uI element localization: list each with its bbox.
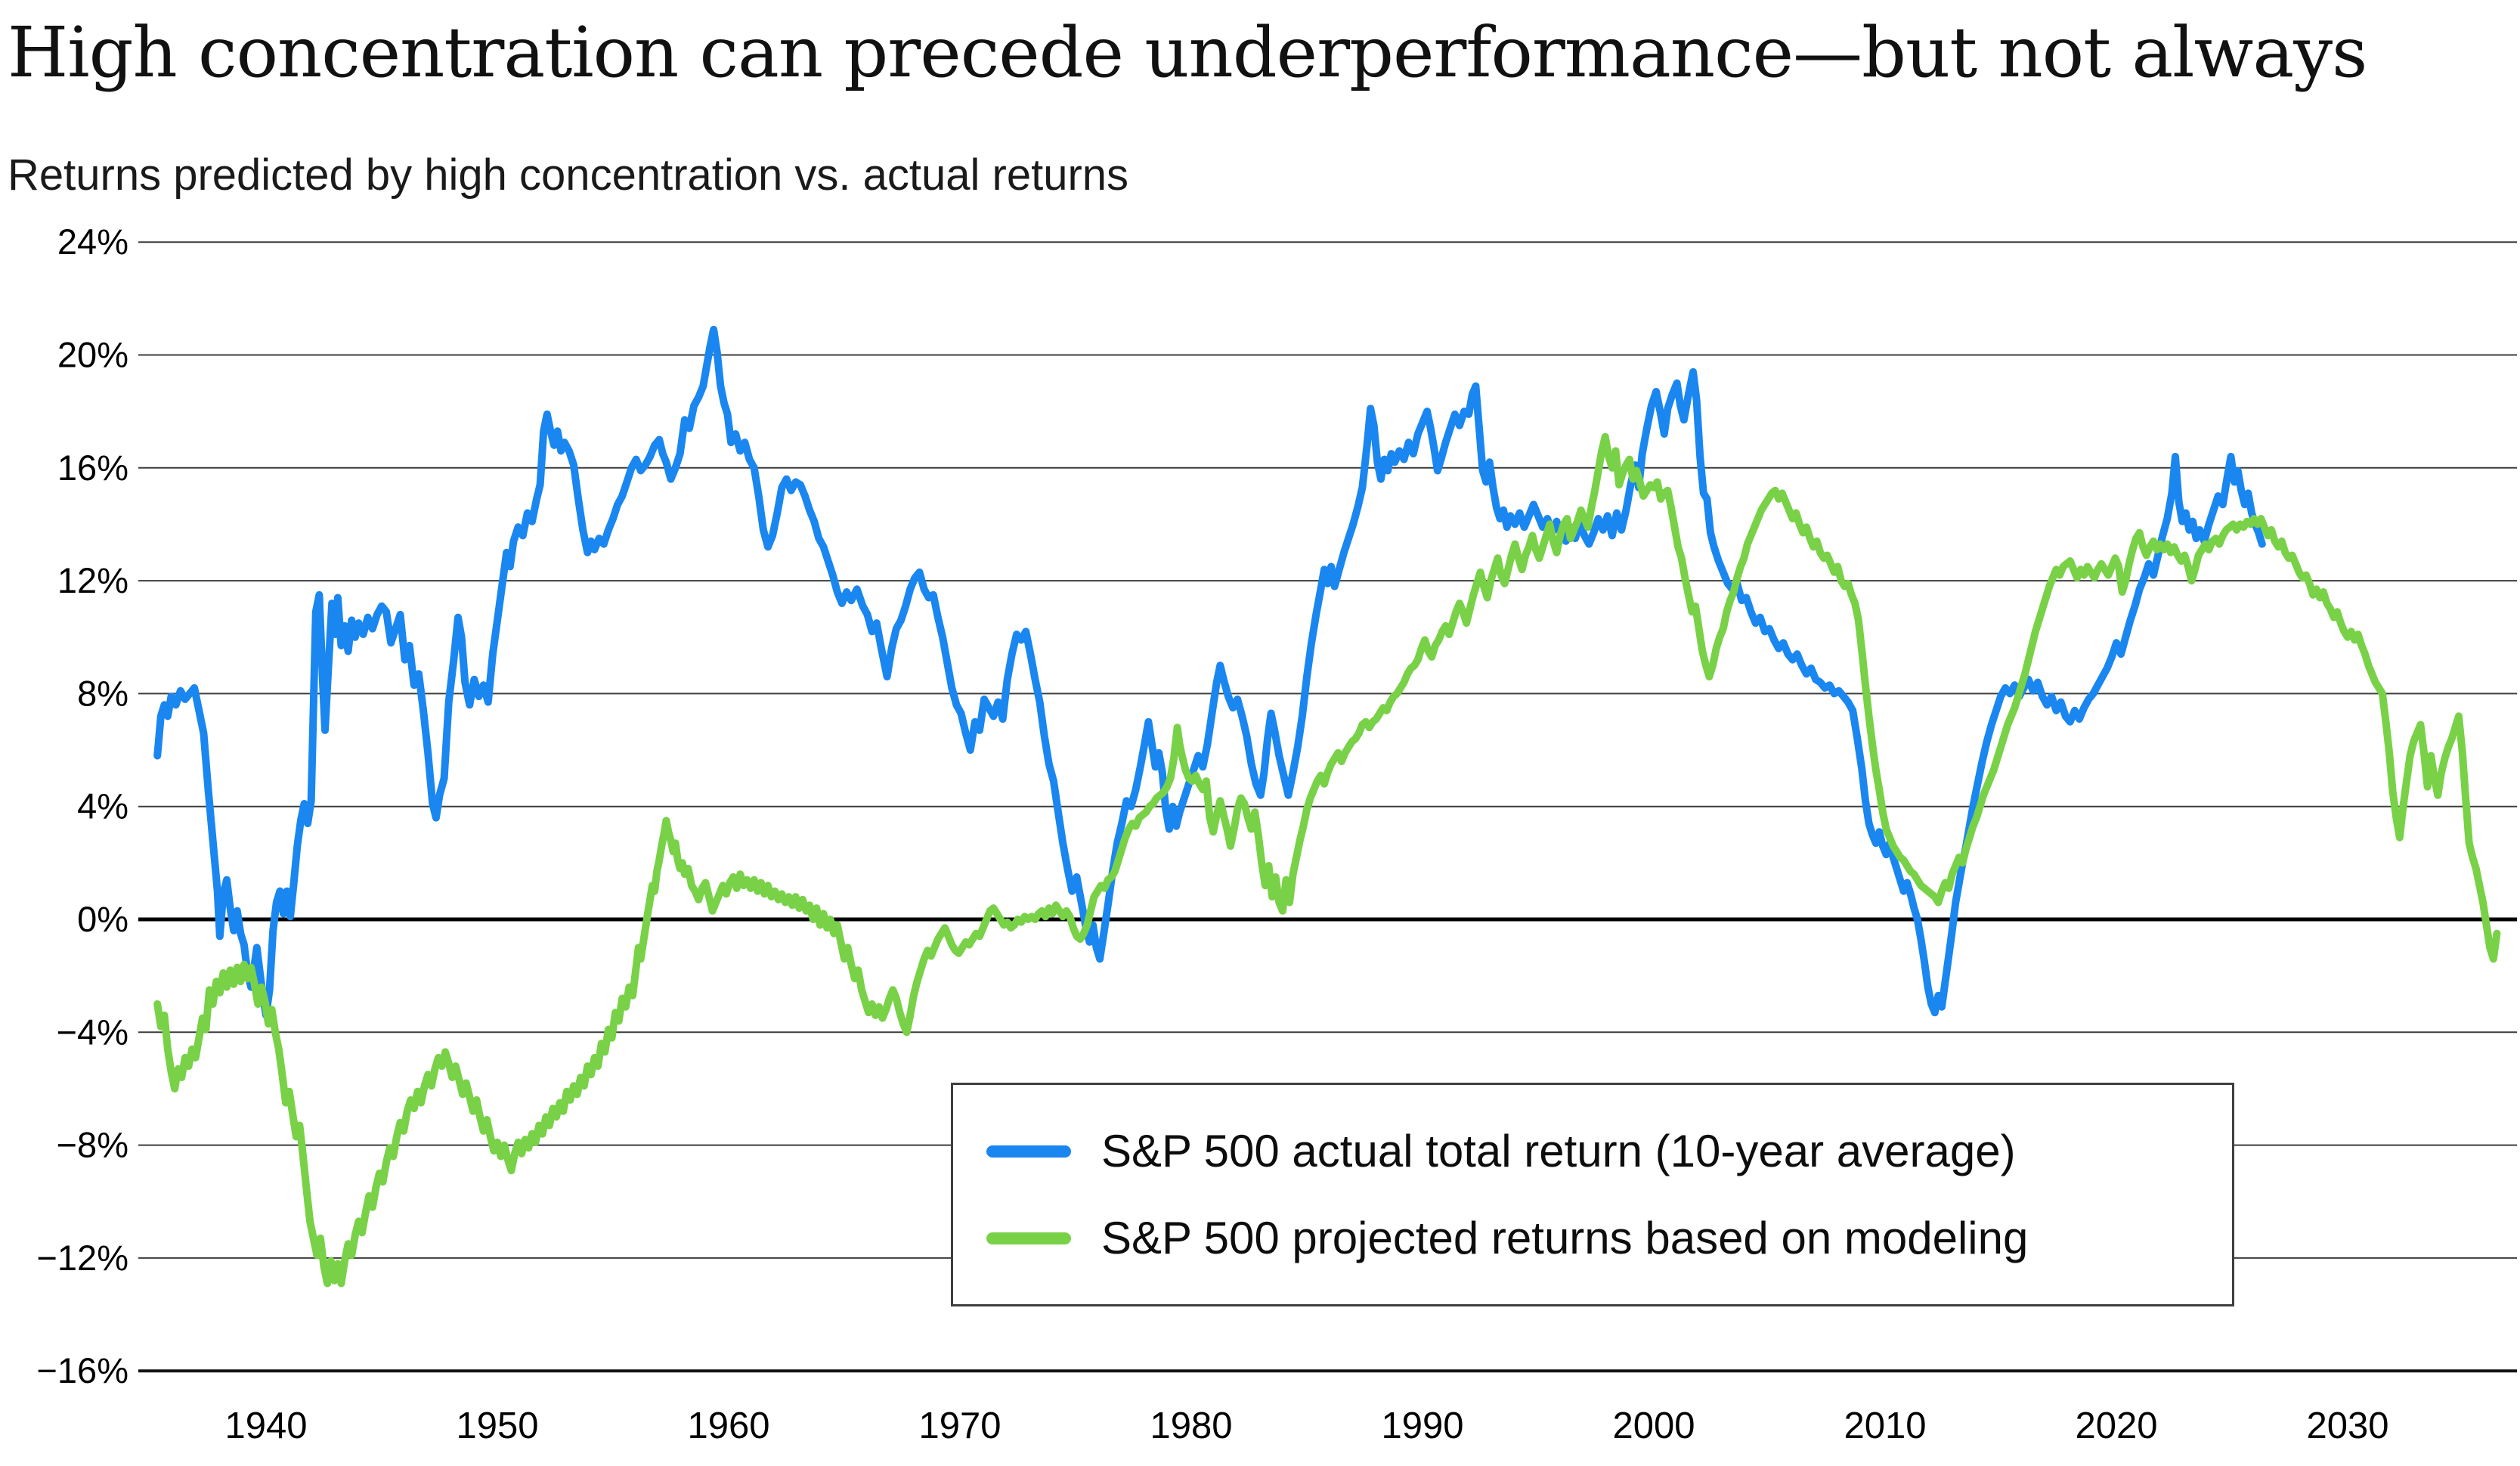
x-tick-label: 2000 — [1612, 1406, 1695, 1446]
y-tick-label: −12% — [36, 1238, 128, 1278]
x-tick-label: 1960 — [687, 1406, 769, 1446]
x-tick-label: 1980 — [1150, 1406, 1232, 1446]
chart-series-lines — [153, 325, 2501, 1288]
x-tick-label: 1970 — [918, 1406, 1001, 1446]
y-tick-label: 16% — [57, 448, 128, 488]
legend-item-actual: S&P 500 actual total return (10-year ave… — [986, 1125, 2232, 1177]
legend-item-projected: S&P 500 projected returns based on model… — [986, 1212, 2232, 1264]
legend-label-actual: S&P 500 actual total return (10-year ave… — [1101, 1126, 2016, 1176]
chart-legend: S&P 500 actual total return (10-year ave… — [951, 1083, 2234, 1306]
y-axis-labels: 24% 20% 16% 12% 8% 4% 0% −4% −8% −12% −16% — [36, 222, 128, 1390]
y-tick-label: 8% — [77, 673, 128, 713]
y-tick-label: −8% — [57, 1125, 128, 1165]
x-tick-label: 1940 — [224, 1406, 307, 1446]
x-tick-label: 1950 — [456, 1406, 538, 1446]
x-tick-label: 2030 — [2306, 1406, 2388, 1446]
y-tick-label: −16% — [36, 1350, 128, 1390]
y-tick-label: 20% — [57, 335, 128, 375]
x-axis-labels: 1940 1950 1960 1970 1980 1990 2000 2010 2020 2030 — [224, 1406, 2388, 1446]
y-tick-label: 12% — [57, 560, 128, 600]
y-tick-label: 0% — [77, 899, 128, 939]
actual-return-line — [153, 325, 2266, 1019]
projected-return-line — [153, 432, 2501, 1288]
projected-series-swatch — [986, 1232, 1071, 1244]
x-tick-label: 2010 — [1844, 1406, 1926, 1446]
y-tick-label: 4% — [77, 786, 128, 826]
y-tick-label: 24% — [57, 222, 128, 262]
chart-subtitle: Returns predicted by high concentration … — [8, 150, 1129, 200]
legend-label-projected: S&P 500 projected returns based on model… — [1101, 1213, 2029, 1263]
y-tick-label: −4% — [57, 1012, 128, 1052]
actual-series-swatch — [986, 1145, 1071, 1158]
x-tick-label: 2020 — [2075, 1406, 2157, 1446]
x-tick-label: 1990 — [1381, 1406, 1463, 1446]
page-title: High concentration can precede underperf… — [8, 12, 2367, 93]
